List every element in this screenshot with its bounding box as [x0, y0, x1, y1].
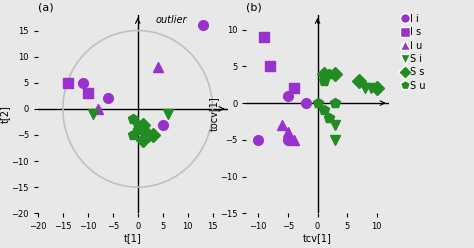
X-axis label: tcv[1]: tcv[1] [303, 233, 332, 243]
Legend: I i, I s, I u, S i, S s, S u: I i, I s, I u, S i, S s, S u [398, 10, 429, 95]
Y-axis label: tocv[1]: tocv[1] [209, 97, 219, 131]
Text: outlier: outlier [155, 15, 187, 25]
X-axis label: t[1]: t[1] [124, 233, 142, 243]
Text: (a): (a) [38, 3, 54, 13]
Text: (b): (b) [246, 3, 262, 13]
Y-axis label: t[2]: t[2] [0, 105, 10, 123]
